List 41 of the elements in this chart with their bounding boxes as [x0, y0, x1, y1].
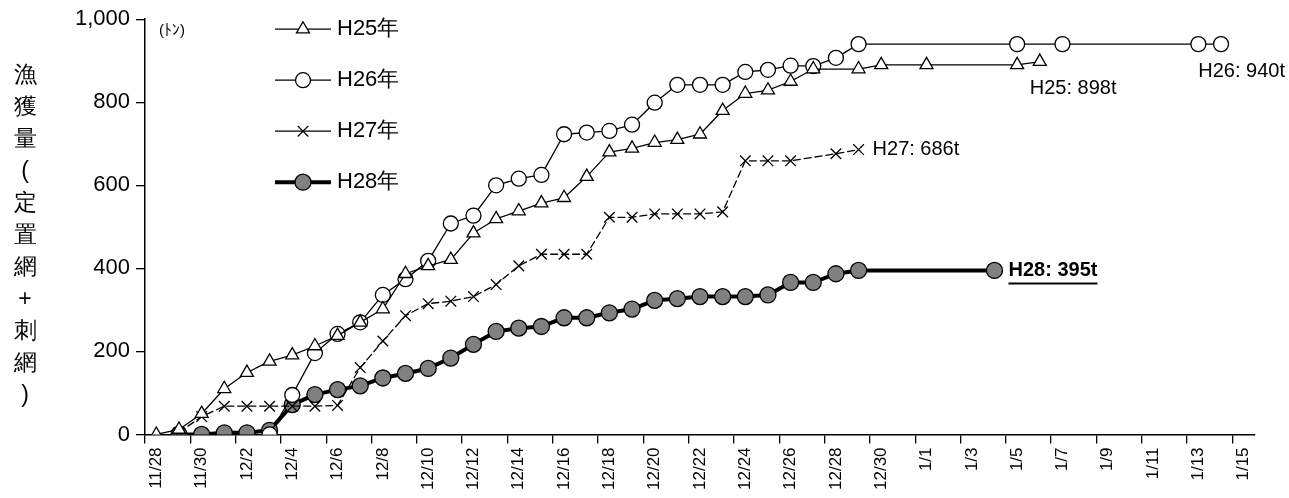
x-tick-label: 12/24 [734, 447, 754, 491]
x-tick-label: 1/1 [916, 447, 936, 472]
y-tick-label: 800 [93, 88, 130, 114]
x-tick-label: 12/18 [599, 447, 619, 491]
x-tick-label: 1/9 [1097, 447, 1117, 472]
y-tick-label: 0 [117, 420, 130, 446]
x-tick-label: 12/26 [780, 447, 800, 491]
y-tick-label: 1,000 [74, 5, 130, 31]
x-tick-label: 1/5 [1006, 447, 1026, 472]
annotation: H27: 686t [872, 137, 960, 160]
annotation: H28: 395t [1008, 257, 1098, 280]
x-tick-label: 12/14 [508, 447, 528, 491]
x-tick-label: 1/13 [1188, 447, 1208, 481]
x-tick-label: 1/15 [1233, 447, 1253, 481]
x-tick-label: 12/8 [372, 447, 392, 481]
y-tick-label: 400 [93, 254, 130, 280]
legend-label: H27年 [337, 117, 400, 143]
x-tick-label: 12/16 [553, 447, 573, 491]
x-tick-label: 12/28 [825, 447, 845, 491]
x-tick-label: 12/2 [236, 447, 256, 481]
annotation: H26: 940t [1198, 58, 1286, 81]
y-tick-label: 200 [93, 337, 130, 363]
annotation: (ﾄﾝ) [159, 21, 185, 39]
y-tick-label: 600 [93, 171, 130, 197]
x-tick-label: 1/11 [1142, 447, 1162, 480]
x-tick-label: 12/20 [644, 447, 664, 491]
x-tick-label: 12/6 [327, 447, 347, 481]
annotation: H25: 898t [1029, 76, 1117, 99]
x-tick-label: 12/30 [870, 447, 890, 491]
legend-label: H28年 [337, 168, 400, 194]
x-tick-label: 12/10 [417, 447, 437, 491]
x-tick-label: 11/30 [191, 447, 211, 489]
legend-label: H26年 [337, 66, 400, 92]
text: 漁獲量(定置網+刺網) [13, 61, 37, 407]
x-tick-label: 12/4 [281, 447, 301, 481]
x-tick-label: 12/22 [689, 447, 709, 491]
x-tick-label: 1/3 [961, 447, 981, 472]
x-tick-label: 12/12 [463, 447, 483, 491]
x-tick-label: 1/7 [1052, 447, 1072, 472]
legend-label: H25年 [337, 15, 400, 41]
x-tick-label: 11/28 [146, 447, 166, 489]
